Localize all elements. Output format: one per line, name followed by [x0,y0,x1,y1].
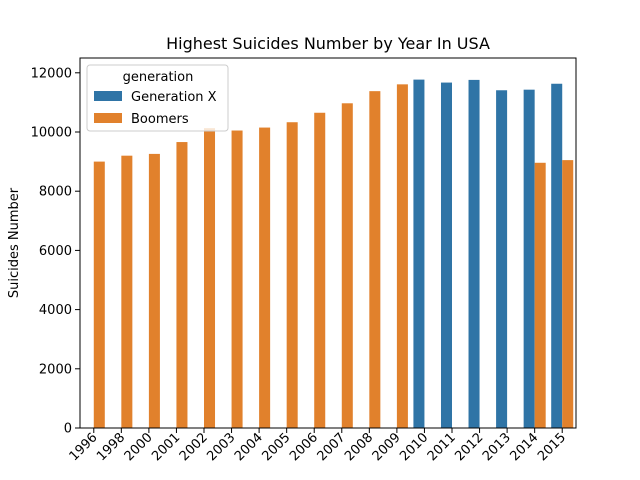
x-tick-label-2007: 2007 [315,430,349,464]
y-tick-label-8000: 8000 [39,185,72,200]
bar-generation-x-2011 [440,82,452,428]
legend-box [86,64,229,132]
x-tick-label-2008: 2008 [342,430,376,464]
x-tick-label-2009: 2009 [370,430,404,464]
x-tick-label-2004: 2004 [232,430,266,464]
x-tick-label-2003: 2003 [204,430,238,464]
bar-generation-x-2010 [413,79,425,429]
x-tick-label-2006: 2006 [287,430,321,464]
x-tick-label-2013: 2013 [480,430,514,464]
bar-boomers-2008 [369,91,381,429]
x-tick-label-2014: 2014 [507,430,541,464]
y-tick-label-0: 0 [64,422,72,437]
bar-boomers-2015 [562,160,574,428]
legend-swatch-generation-x [94,91,122,101]
bar-boomers-2007 [341,103,353,428]
y-tick-label-2000: 2000 [39,362,72,377]
bar-generation-x-2013 [496,90,508,428]
bar-boomers-2000 [148,153,160,428]
y-tick-label-4000: 4000 [39,303,72,318]
bar-boomers-1996 [93,161,105,428]
x-tick-label-2015: 2015 [535,430,569,464]
plot-frame [79,57,577,429]
bar-boomers-2003 [231,130,243,428]
legend-label-generation-x: Generation X [131,90,217,105]
x-tick-label-1998: 1998 [94,430,128,464]
bar-boomers-2002 [204,128,216,428]
y-axis-title: Suicides Number [7,187,22,298]
bar-boomers-2004 [259,127,271,428]
legend-title: generation [123,70,194,85]
x-tick-label-2012: 2012 [452,430,486,464]
x-tick-label-2005: 2005 [259,430,293,464]
legend-label-boomers: Boomers [131,112,189,127]
bar-boomers-2014 [534,162,546,428]
legend: generation Generation X Boomers [86,64,229,132]
bars-layer [93,79,574,429]
y-tick-label-12000: 12000 [31,66,72,81]
x-axis: 1996199820002001200220032004200520062007… [67,428,569,464]
bar-boomers-2009 [396,84,408,428]
x-tick-label-2002: 2002 [177,430,211,464]
x-tick-label-2011: 2011 [425,430,459,464]
y-tick-label-10000: 10000 [31,126,72,141]
chart-title: Highest Suicides Number by Year In USA [166,34,490,53]
bar-boomers-2006 [314,112,326,428]
x-tick-label-2000: 2000 [122,430,156,464]
x-tick-label-2001: 2001 [149,430,183,464]
bar-generation-x-2012 [468,79,480,429]
y-axis: 0 2000 4000 6000 8000 10000 12000 [31,66,80,437]
bar-generation-x-2014 [523,89,535,429]
y-tick-label-6000: 6000 [39,244,72,259]
bar-boomers-2005 [286,122,298,428]
bar-boomers-1998 [121,155,133,428]
x-tick-label-2010: 2010 [397,430,431,464]
bar-boomers-2001 [176,142,188,428]
bar-generation-x-2015 [551,83,563,428]
legend-swatch-boomers [94,113,122,123]
